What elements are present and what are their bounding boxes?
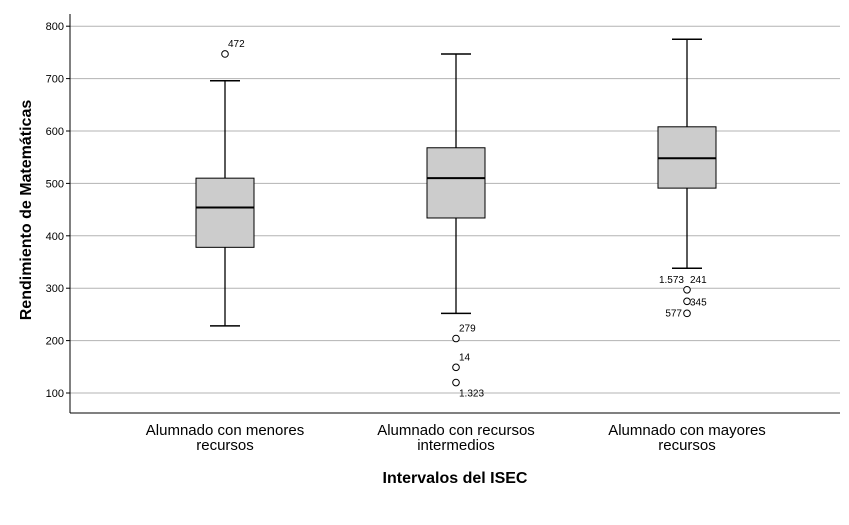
outlier-label-1.323: 1.323 [459, 389, 484, 400]
x-category-label-1-line-2: recursos [196, 437, 254, 454]
outlier-label-14: 14 [459, 352, 471, 363]
x-category-label-2-line-1: Alumnado con recursos [377, 422, 535, 439]
outlier-label-345: 345 [690, 297, 707, 308]
y-axis-title: Rendimiento de Matemáticas [18, 100, 35, 321]
x-category-label-1-line-1: Alumnado con menores [146, 422, 304, 439]
outlier-point-577 [683, 309, 691, 318]
outlier-point-345 [683, 297, 691, 306]
outlier-point-14 [452, 363, 460, 372]
y-tick-label-200: 200 [46, 336, 64, 348]
outlier-point-1.323 [452, 378, 460, 387]
x-category-label-3-line-1: Alumnado con mayores [608, 422, 766, 439]
box-group-2: 279 14 1.323 [426, 53, 486, 400]
outlier-label-577: 577 [665, 308, 682, 319]
outlier-point-472 [221, 50, 229, 58]
outlier-label-472: 472 [228, 39, 245, 50]
outlier-label-241: 241 [690, 275, 707, 286]
y-tick-label-400: 400 [46, 231, 64, 243]
box-group-3: 241 1.573 345 577 [657, 38, 717, 319]
x-axis-title: Intervalos del ISEC [383, 470, 528, 487]
x-category-label-3-line-2: recursos [658, 437, 716, 454]
y-tick-label-600: 600 [46, 126, 64, 138]
iqr-box [195, 177, 255, 248]
y-tick-label-100: 100 [46, 388, 64, 400]
outlier-point-279 [452, 334, 460, 343]
y-tick-label-300: 300 [46, 283, 64, 295]
y-tick-label-800: 800 [46, 21, 64, 33]
outlier-point-241 [683, 285, 691, 294]
y-tick-label-500: 500 [46, 178, 64, 190]
box-group-1: 472 [195, 39, 255, 327]
outlier-label-279: 279 [459, 324, 476, 335]
iqr-box [426, 147, 486, 219]
y-tick-label-700: 700 [46, 74, 64, 86]
x-category-label-2-line-2: intermedios [417, 437, 495, 454]
outlier-label-1.573: 1.573 [659, 275, 684, 286]
boxes: 472 279 14 1.323 241 1.573 345 577 [195, 38, 717, 400]
y-axis: 100 200 300 400 500 600 700 800 [46, 14, 71, 413]
